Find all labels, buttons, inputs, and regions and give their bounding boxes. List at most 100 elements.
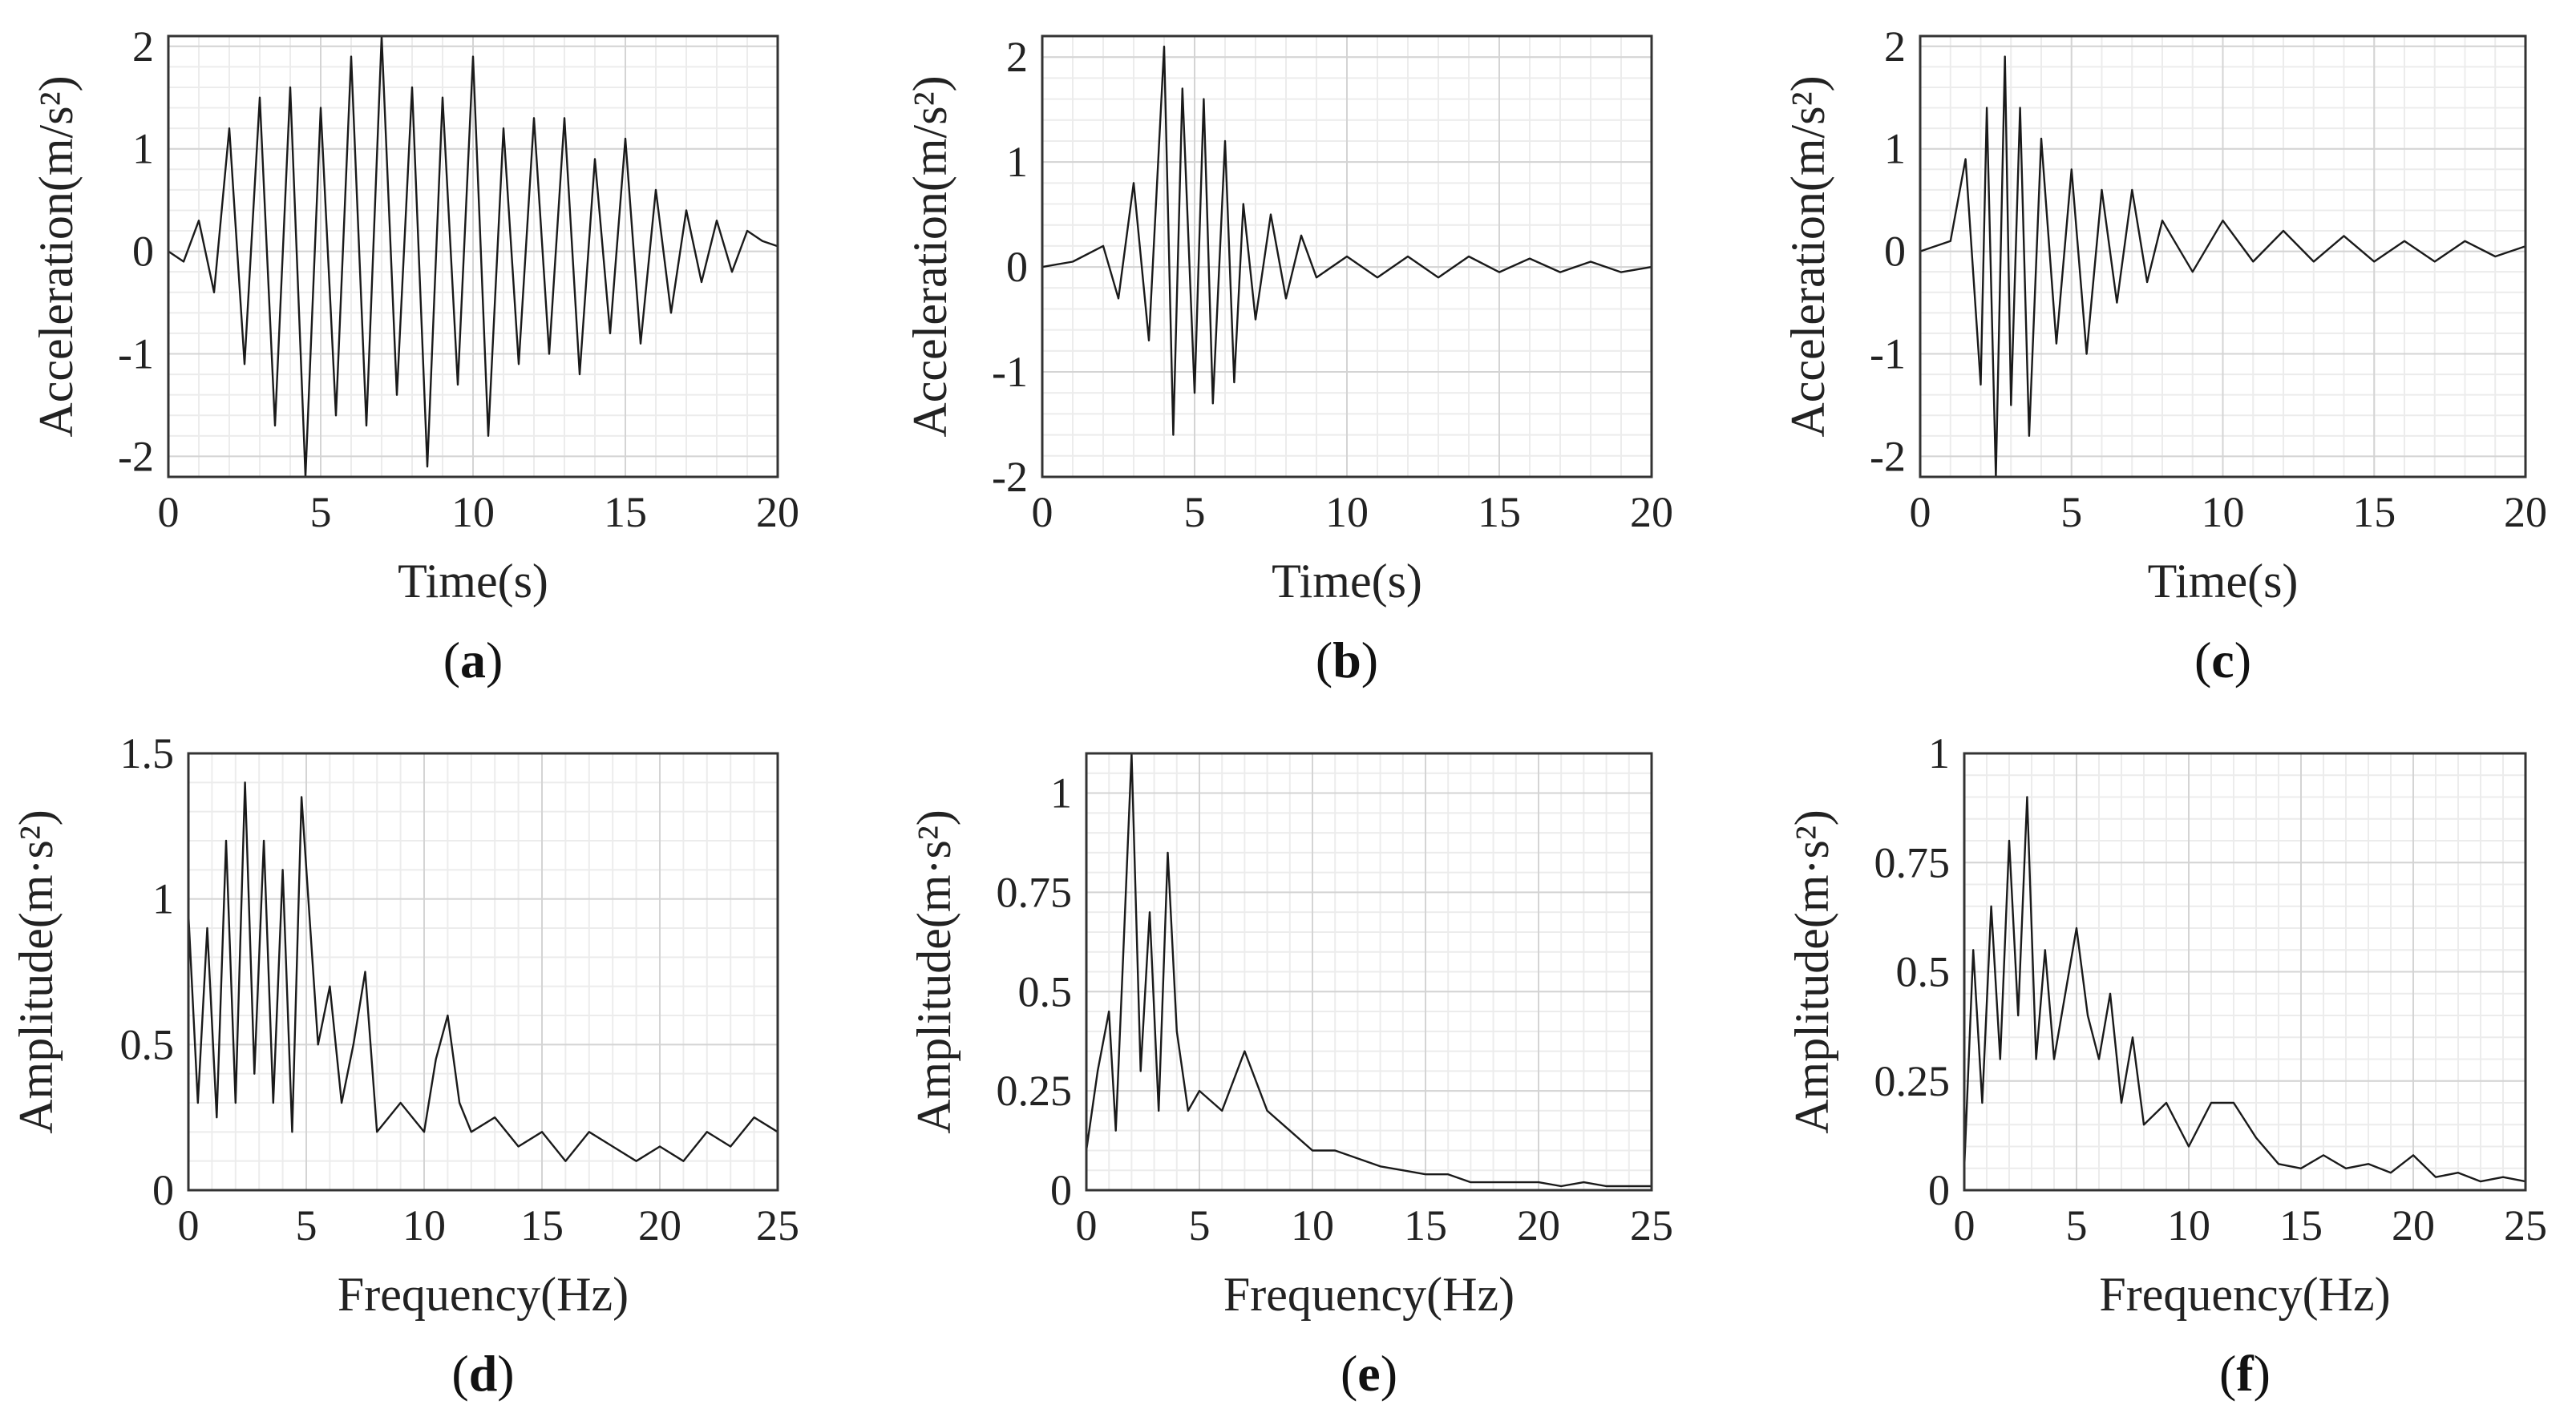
x-tick-label: 15 <box>2352 488 2396 536</box>
y-tick-label: 0 <box>1928 1166 1950 1214</box>
x-tick-label: 15 <box>604 488 647 536</box>
y-tick-label: 1 <box>1884 125 1906 173</box>
panel-label-open-paren: ( <box>2194 632 2211 688</box>
x-axis-label: Time(s) <box>1272 555 1422 608</box>
x-tick-label: 15 <box>1478 488 1521 536</box>
y-tick-label: 0.75 <box>997 868 1073 916</box>
x-tick-label: 25 <box>756 1201 799 1249</box>
panel-label: (b) <box>1316 632 1378 688</box>
y-tick-label: 1 <box>152 875 174 923</box>
x-axis-label: Frequency(Hz) <box>338 1268 629 1321</box>
y-tick-label: 2 <box>132 22 154 71</box>
x-tick-label: 10 <box>2202 488 2245 536</box>
panel-label-letter: f <box>2236 1345 2254 1402</box>
x-tick-label: 15 <box>520 1201 564 1249</box>
panel-label: (f) <box>2219 1345 2271 1402</box>
panel-label-open-paren: ( <box>451 1345 468 1402</box>
y-tick-label: 0.5 <box>120 1020 175 1068</box>
x-tick-label: 10 <box>451 488 495 536</box>
series-line-amplitude <box>1085 752 1652 1188</box>
x-tick-label: 5 <box>296 1201 317 1249</box>
y-axis-label: Acceleration(m/s²) <box>1781 75 1834 437</box>
x-tick-label: 20 <box>638 1201 681 1249</box>
x-tick-label: 20 <box>756 488 799 536</box>
series-line-acceleration <box>168 34 778 478</box>
panel-label-letter: e <box>1357 1345 1380 1402</box>
x-tick-label: 0 <box>178 1201 200 1249</box>
x-tick-label: 10 <box>2167 1201 2210 1249</box>
y-tick-label: -2 <box>1870 432 1906 480</box>
chart-panel-b: 0 5 10 15 20 -2 -1 0 1 2 Time(s) Acceleration(m/s²)… <box>904 33 1673 688</box>
series-line-amplitude <box>187 781 778 1162</box>
y-tick-label: 1 <box>1928 729 1950 777</box>
panel-label-close-paren: ) <box>1361 632 1378 688</box>
panel-label-open-paren: ( <box>2219 1345 2236 1402</box>
y-tick-label: 1 <box>132 125 154 173</box>
panel-label: (c) <box>2194 632 2251 688</box>
y-tick-label: 0.75 <box>1874 838 1951 886</box>
y-tick-label: 1 <box>1006 138 1028 186</box>
panel-label-letter: a <box>460 632 486 688</box>
x-tick-label: 5 <box>2066 1201 2088 1249</box>
plot-frame <box>167 34 779 478</box>
panel-label-letter: d <box>469 1345 498 1402</box>
minor-grid <box>1086 753 1652 1191</box>
x-tick-label: 20 <box>1630 488 1673 536</box>
chart-panel-d: 0 5 10 15 20 25 0 0.5 1 1.5 Frequency(Hz) Amplitude… <box>10 729 799 1402</box>
y-tick-label: 2 <box>1006 33 1028 81</box>
chart-panel-e: 0 5 10 15 20 25 0 0.25 0.5 0.75 1 Frequency(Hz) Ampl… <box>908 752 1673 1402</box>
plot-frame <box>1963 752 2527 1192</box>
x-tick-label: 0 <box>1076 1201 1098 1249</box>
y-tick-label: -2 <box>118 432 154 480</box>
y-tick-label: 1.5 <box>120 729 175 777</box>
x-tick-label: 5 <box>310 488 332 536</box>
x-tick-label: 20 <box>2504 488 2547 536</box>
plot-frame <box>1919 34 2527 478</box>
x-tick-label: 25 <box>1630 1201 1673 1249</box>
x-tick-label: 20 <box>1517 1201 1560 1249</box>
y-tick-label: -2 <box>992 453 1028 501</box>
plot-frame <box>187 752 779 1192</box>
y-tick-label: -1 <box>118 330 154 378</box>
x-tick-label: 10 <box>1325 488 1369 536</box>
y-tick-label: 2 <box>1884 22 1906 71</box>
x-tick-label: 10 <box>402 1201 446 1249</box>
panel-label-open-paren: ( <box>443 632 460 688</box>
panel-label-close-paren: ) <box>1381 1345 1397 1402</box>
plot-frame <box>1085 752 1653 1192</box>
x-axis-label: Time(s) <box>398 555 548 608</box>
y-axis-label: Acceleration(m/s²) <box>904 75 956 437</box>
y-axis-label: Amplitude(m·s²) <box>1785 809 1838 1134</box>
y-tick-label: 0 <box>1050 1166 1072 1214</box>
panel-label-open-paren: ( <box>1341 1345 1357 1402</box>
x-tick-label: 10 <box>1291 1201 1334 1249</box>
y-axis-label: Amplitude(m·s²) <box>10 809 63 1134</box>
y-axis-label: Amplitude(m·s²) <box>908 809 960 1134</box>
series-line-acceleration <box>1041 45 1652 436</box>
x-axis-label: Time(s) <box>2148 555 2299 608</box>
panel-label-close-paren: ) <box>2234 632 2251 688</box>
y-tick-label: 0 <box>132 228 154 276</box>
x-tick-label: 15 <box>2279 1201 2323 1249</box>
x-tick-label: 5 <box>1189 1201 1211 1249</box>
x-tick-label: 0 <box>1032 488 1053 536</box>
y-tick-label: -1 <box>1870 330 1906 378</box>
y-tick-label: 0 <box>1884 228 1906 276</box>
y-tick-label: 0.5 <box>1018 967 1073 1015</box>
y-tick-label: 0.25 <box>1874 1057 1951 1105</box>
panel-label-close-paren: ) <box>497 1345 514 1402</box>
x-axis-label: Frequency(Hz) <box>2099 1268 2390 1321</box>
panel-label: (d) <box>451 1345 514 1402</box>
x-tick-label: 0 <box>1954 1201 1975 1249</box>
chart-panel-f: 0 5 10 15 20 25 0 0.25 0.5 0.75 1 Frequency(Hz) Ampl… <box>1785 729 2547 1402</box>
panel-label-letter: c <box>2211 632 2234 688</box>
panel-label-letter: b <box>1332 632 1361 688</box>
x-tick-label: 0 <box>158 488 180 536</box>
chart-panel-a: 0 5 10 15 20 -2 -1 0 1 2 Time(s) Acceleration(m/s²)… <box>30 22 799 688</box>
x-tick-label: 0 <box>1910 488 1931 536</box>
x-axis-label: Frequency(Hz) <box>1223 1268 1514 1321</box>
chart-panel-c: 0 5 10 15 20 -2 -1 0 1 2 Time(s) Acceleration(m/s²)… <box>1781 22 2547 688</box>
x-tick-label: 15 <box>1404 1201 1447 1249</box>
y-tick-label: 0 <box>1006 243 1028 291</box>
